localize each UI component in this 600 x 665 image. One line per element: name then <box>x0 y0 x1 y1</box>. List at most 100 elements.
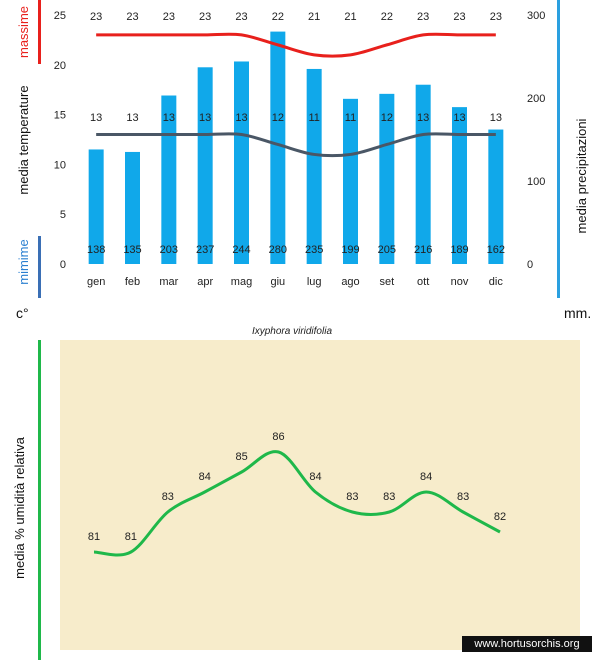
min-temp-label: 13 <box>126 112 138 124</box>
precip-bar <box>161 95 177 264</box>
max-temp-label: 23 <box>199 11 211 23</box>
max-temp-label: 21 <box>308 11 320 23</box>
max-temp-label: 23 <box>90 11 102 23</box>
left-tick-label: 15 <box>54 110 66 122</box>
min-temp-label: 13 <box>417 112 429 124</box>
precip-value-label: 235 <box>305 244 323 256</box>
humidity-value-label: 84 <box>199 471 211 483</box>
month-label: ago <box>341 276 359 288</box>
month-label: ott <box>417 276 429 288</box>
precipitation-bars <box>88 31 504 265</box>
min-temp-label: 12 <box>381 112 393 124</box>
humidity-value-label: 82 <box>494 511 506 523</box>
min-temp-label: 13 <box>199 112 211 124</box>
temperature-axis-label: media temperature <box>16 85 31 194</box>
max-temp-label: 22 <box>381 11 393 23</box>
precip-bar <box>125 151 140 264</box>
month-label: gen <box>87 276 105 288</box>
month-label: nov <box>451 276 469 288</box>
month-label: lug <box>307 276 322 288</box>
precipitation-axis-label: media precipitazioni <box>574 118 589 233</box>
max-axis-marker <box>38 0 41 64</box>
precip-value-label: 280 <box>269 244 287 256</box>
humidity-axis-label: media % umidità relativa <box>12 436 27 578</box>
precip-value-label: 237 <box>196 244 214 256</box>
min-axis-label: mimime <box>16 239 31 285</box>
max-temp-label: 23 <box>235 11 247 23</box>
precip-value-label: 205 <box>378 244 396 256</box>
right-tick-label: 0 <box>527 259 533 271</box>
humidity-value-label: 84 <box>309 471 321 483</box>
precip-bar <box>234 61 249 265</box>
right-tick-label: 100 <box>527 176 545 188</box>
left-tick-label: 10 <box>54 159 66 171</box>
precipitation-unit-label: mm. <box>564 305 591 321</box>
humidity-value-label: 84 <box>420 471 432 483</box>
precip-value-label: 216 <box>414 244 432 256</box>
min-axis-marker <box>38 236 41 298</box>
month-label: dic <box>489 276 504 288</box>
month-label: apr <box>197 276 213 288</box>
temperature-lines: 23 23 23 23 23 22 21 21 22 23 23 23 13 13 13 13 13 12 11 11… <box>87 11 505 256</box>
precip-bar <box>88 149 104 264</box>
max-axis-label: massime <box>16 6 31 58</box>
humidity-axis-marker <box>38 340 41 660</box>
humidity-value-label: 85 <box>236 451 248 463</box>
max-temp-label: 23 <box>453 11 465 23</box>
max-temp-label: 22 <box>272 11 284 23</box>
max-temp-label: 23 <box>163 11 175 23</box>
humidity-value-label: 83 <box>162 491 174 503</box>
precip-value-label: 199 <box>341 244 359 256</box>
website-credit: www.hortusorchis.org <box>462 636 592 652</box>
min-temp-label: 12 <box>272 112 284 124</box>
precip-bar <box>306 68 322 264</box>
max-temp-line <box>96 32 496 58</box>
precip-bar <box>197 67 213 264</box>
month-label: giu <box>270 276 285 288</box>
min-temp-label: 11 <box>345 112 356 124</box>
precip-value-label: 162 <box>487 244 505 256</box>
humidity-value-label: 83 <box>346 491 358 503</box>
month-label: feb <box>125 276 140 288</box>
left-tick-label: 25 <box>54 10 66 22</box>
precip-bar <box>343 98 358 264</box>
precip-value-label: 244 <box>232 244 250 256</box>
humidity-value-label: 81 <box>125 531 137 543</box>
min-temp-label: 11 <box>308 112 319 124</box>
left-tick-label: 0 <box>60 259 66 271</box>
species-title: Ixyphora viridifolia <box>252 326 332 337</box>
min-temp-label: 13 <box>453 112 465 124</box>
month-label: mar <box>159 276 178 288</box>
precip-bar <box>452 107 467 264</box>
precip-value-label: 203 <box>160 244 178 256</box>
min-temp-label: 13 <box>235 112 247 124</box>
temperature-unit-label: c° <box>16 305 29 321</box>
humidity-value-label: 83 <box>383 491 395 503</box>
humidity-value-label: 86 <box>272 431 284 443</box>
min-temp-label: 13 <box>90 112 102 124</box>
precip-value-label: 135 <box>123 244 141 256</box>
humidity-line <box>93 450 501 557</box>
month-label: set <box>379 276 394 288</box>
left-tick-label: 5 <box>60 209 66 221</box>
humidity-line-group: 81 81 83 84 85 86 84 83 83 84 83 82 <box>88 431 506 557</box>
min-temp-label: 13 <box>490 112 502 124</box>
temperature-axis-ticks: 0 5 10 15 20 25 <box>54 10 66 271</box>
max-temp-label: 23 <box>490 11 502 23</box>
max-temp-label: 23 <box>417 11 429 23</box>
precip-value-label: 189 <box>450 244 468 256</box>
right-tick-label: 200 <box>527 93 545 105</box>
precip-axis-marker <box>557 0 560 298</box>
precip-bar <box>415 84 431 264</box>
humidity-value-label: 81 <box>88 531 100 543</box>
max-temp-label: 23 <box>126 11 138 23</box>
max-temp-label: 21 <box>344 11 356 23</box>
precip-bar <box>270 31 286 264</box>
right-tick-label: 300 <box>527 10 545 22</box>
month-axis-labels: gen feb mar apr mag giu lug ago set ott nov dic <box>87 276 503 288</box>
precip-bar <box>488 129 504 264</box>
left-tick-label: 20 <box>54 60 66 72</box>
precipitation-axis-ticks: 0 100 200 300 <box>527 10 545 271</box>
